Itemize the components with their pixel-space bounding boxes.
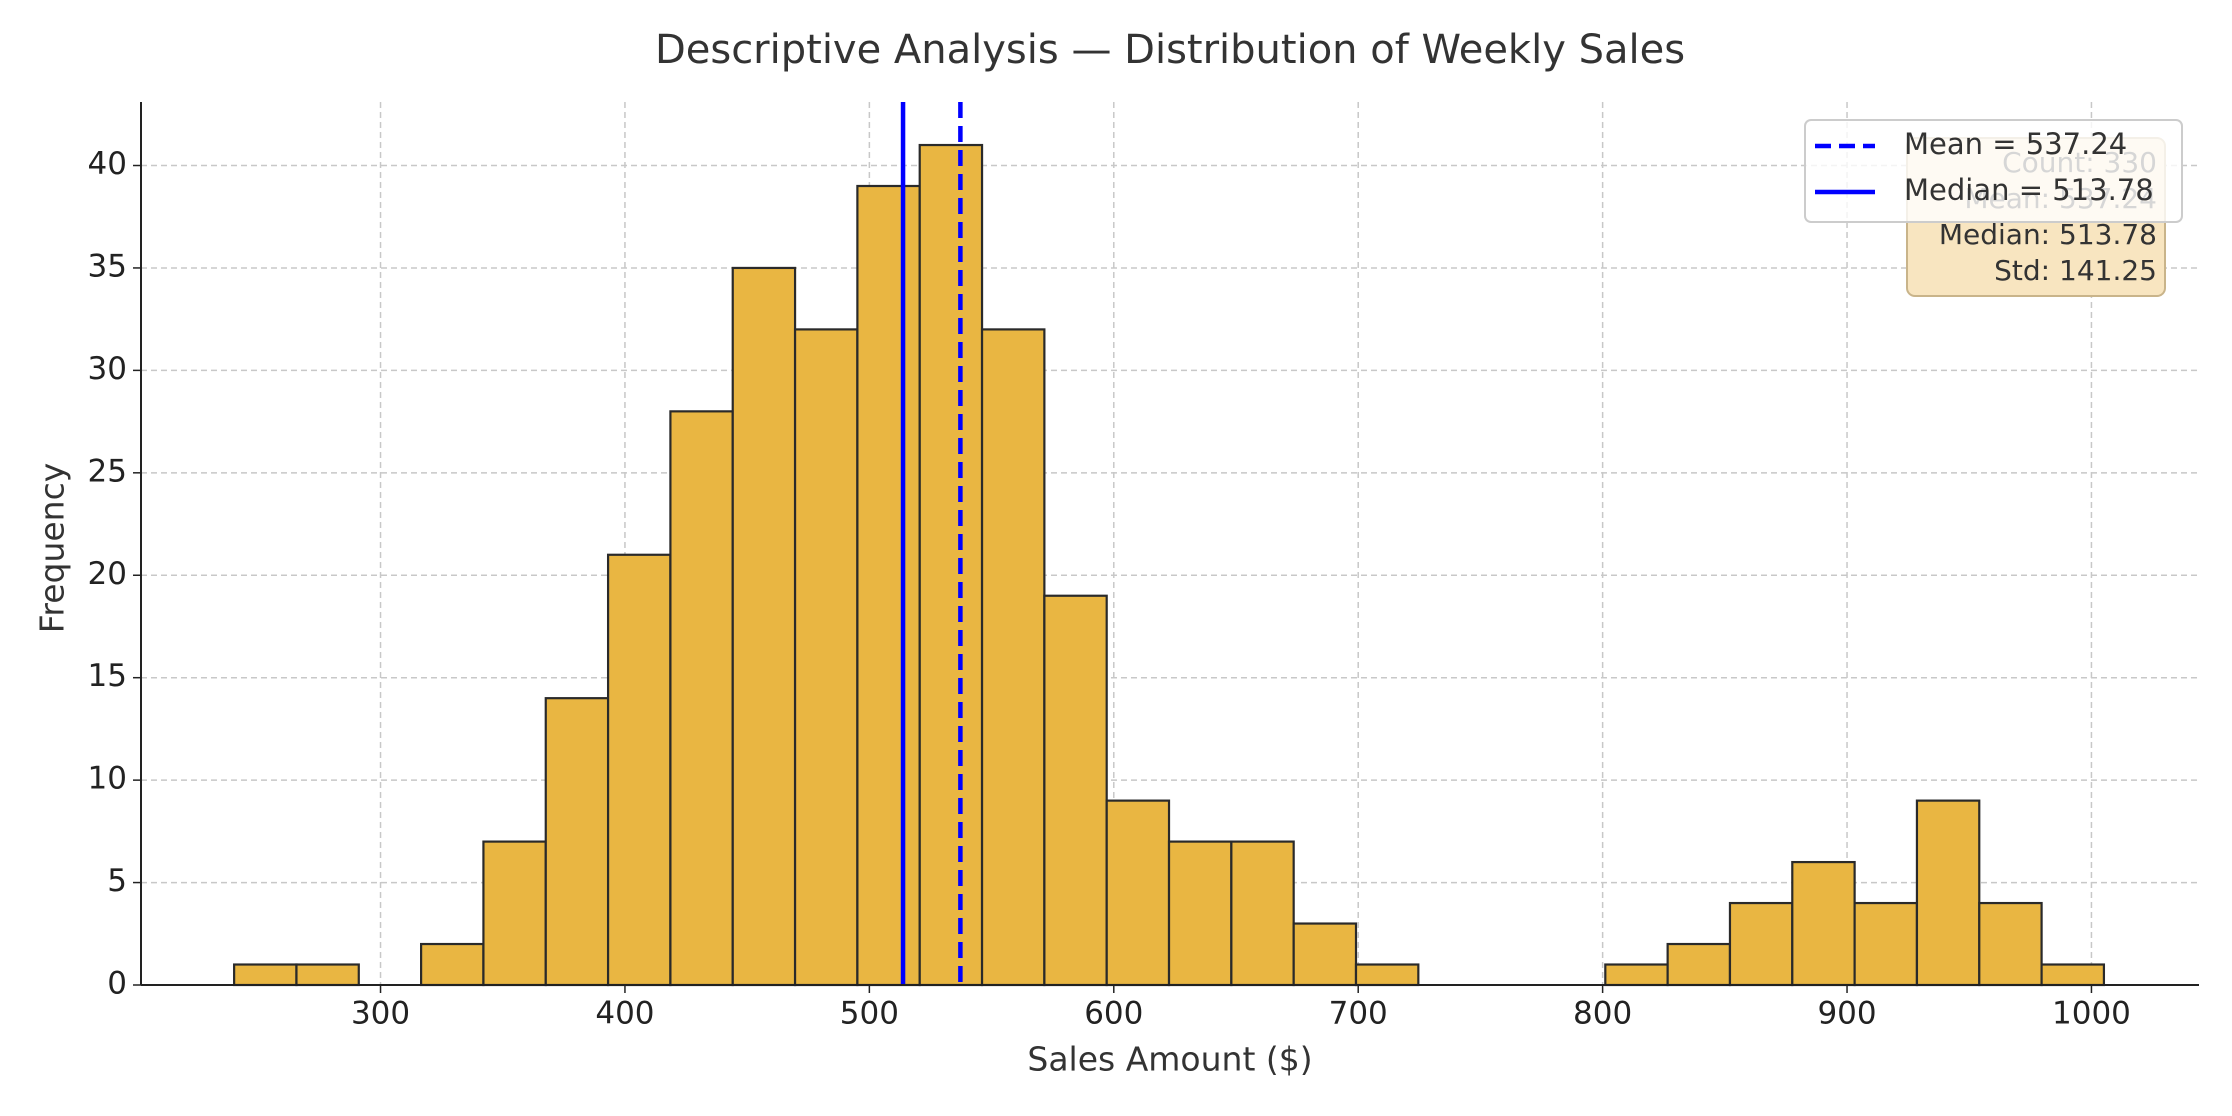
y-tick-label: 30 [88,351,127,387]
bar [1043,594,1108,987]
bar [1230,840,1295,987]
bar [731,266,797,987]
y-tick-label: 5 [107,863,127,899]
x-tick-label: 500 [840,996,899,1032]
bar [918,143,984,987]
x-tick-label: 300 [351,996,410,1032]
y-tick-label: 0 [107,966,127,1002]
chart-title: Descriptive Analysis — Distribution of W… [655,27,1685,73]
x-tick-label: 900 [1817,996,1876,1032]
bar [1292,922,1358,987]
legend-label: Mean = 537.24 [1904,127,2127,161]
bar [544,697,610,987]
bar [233,963,298,987]
legend: Mean = 537.24 Median = 513.78 [1804,119,2183,223]
bar [1978,901,2043,987]
bar [1791,860,1856,987]
x-tick-label: 400 [595,996,654,1032]
y-tick-label: 20 [88,556,127,592]
bar [606,553,672,987]
bar [1915,799,1981,987]
bar [295,963,360,987]
y-tick-label: 15 [88,658,127,694]
y-tick-label: 25 [88,453,127,489]
bar [482,840,547,987]
bar [1853,901,1919,987]
bar [1105,799,1171,987]
bar [1604,963,1669,987]
y-axis-label: Frequency [33,463,72,633]
x-tick-label: 700 [1329,996,1388,1032]
bar [669,410,734,987]
y-tick-label: 40 [88,146,127,182]
x-tick-label: 1000 [2052,996,2131,1032]
x-tick-label: 800 [1573,996,1632,1032]
x-tick-label: 600 [1084,996,1143,1032]
bar [1666,942,1732,987]
x-axis-label: Sales Amount ($) [1027,1040,1312,1079]
y-tick-label: 35 [88,248,127,284]
bar [1167,840,1233,987]
bar [980,328,1046,987]
legend-label: Median = 513.78 [1904,173,2154,207]
y-tick-label: 10 [88,761,127,797]
bar [420,942,485,987]
bar [2040,963,2106,987]
legend-frame [1804,119,2183,223]
bar [856,184,921,987]
stats-text: Std: 141.25 [1994,254,2157,287]
bar [1728,901,1794,987]
stats-text: Median: 513.78 [1939,218,2157,251]
bar [793,328,859,987]
bar [1354,963,1420,987]
